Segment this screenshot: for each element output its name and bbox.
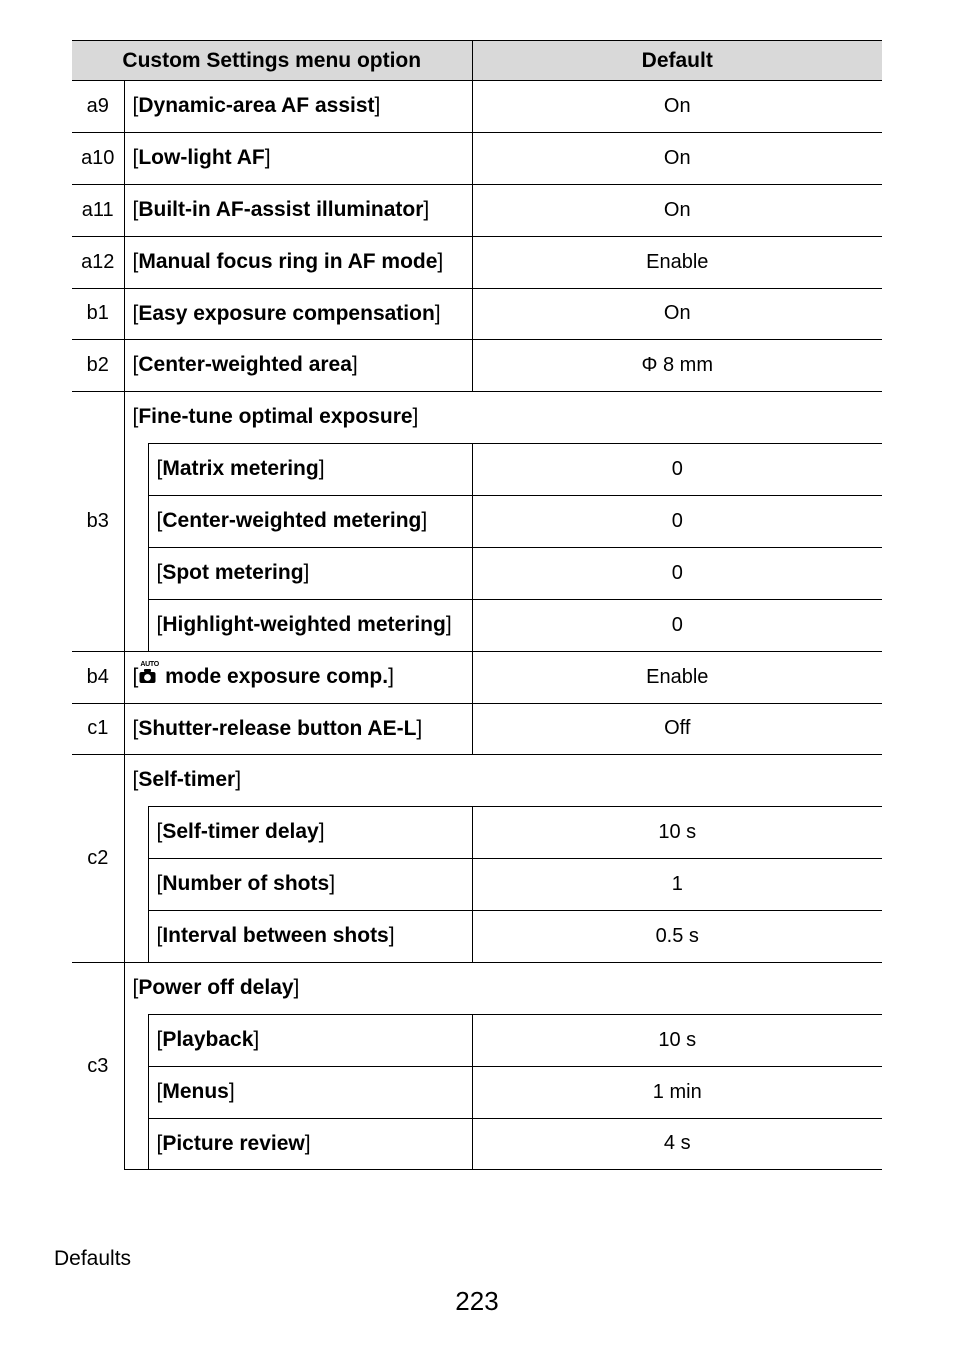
row-label: [Highlight-weighted metering] bbox=[148, 599, 472, 651]
row-value: 0 bbox=[472, 547, 882, 599]
table-row: [Spot metering] 0 bbox=[72, 547, 882, 599]
table-row: [Center-weighted metering] 0 bbox=[72, 496, 882, 548]
row-value: 4 s bbox=[472, 1118, 882, 1170]
table-row: a9 [Dynamic-area AF assist] On bbox=[72, 81, 882, 133]
row-label: [Built-in AF-assist illuminator] bbox=[124, 184, 472, 236]
table-header-row: Custom Settings menu option Default bbox=[72, 41, 882, 81]
row-code: b2 bbox=[72, 340, 124, 392]
row-code: c2 bbox=[72, 755, 124, 963]
row-value: Off bbox=[472, 703, 882, 755]
row-value: On bbox=[472, 288, 882, 340]
row-label: [Self-timer delay] bbox=[148, 807, 472, 859]
table-row: [Playback] 10 s bbox=[72, 1014, 882, 1066]
row-label: [Easy exposure compensation] bbox=[124, 288, 472, 340]
row-label: [Interval between shots] bbox=[148, 911, 472, 963]
header-left: Custom Settings menu option bbox=[72, 41, 472, 81]
group-header-row: c3 [Power off delay] bbox=[72, 962, 882, 1014]
table-row: [Picture review] 4 s bbox=[72, 1118, 882, 1170]
table-row: [Interval between shots] 0.5 s bbox=[72, 911, 882, 963]
group-header-row: c2 [Self-timer] bbox=[72, 755, 882, 807]
settings-table: Custom Settings menu option Default a9 [… bbox=[72, 40, 882, 1170]
row-value: 0.5 s bbox=[472, 911, 882, 963]
page-number: 223 bbox=[0, 1286, 954, 1317]
group-label: [Power off delay] bbox=[124, 962, 882, 1014]
row-label: [AUTO mode exposure comp.] bbox=[124, 651, 472, 703]
row-value: 0 bbox=[472, 444, 882, 496]
row-code: b3 bbox=[72, 392, 124, 651]
table-row: a10 [Low-light AF] On bbox=[72, 132, 882, 184]
row-code: a10 bbox=[72, 132, 124, 184]
table-row: b4 [AUTO mode exposure comp.] Enable bbox=[72, 651, 882, 703]
row-value: 10 s bbox=[472, 807, 882, 859]
row-label: [Picture review] bbox=[148, 1118, 472, 1170]
row-value: Enable bbox=[472, 651, 882, 703]
table-row: a11 [Built-in AF-assist illuminator] On bbox=[72, 184, 882, 236]
row-label: [Matrix metering] bbox=[148, 444, 472, 496]
row-value: On bbox=[472, 132, 882, 184]
row-label: [Center-weighted area] bbox=[124, 340, 472, 392]
table-row: a12 [Manual focus ring in AF mode] Enabl… bbox=[72, 236, 882, 288]
row-value: Enable bbox=[472, 236, 882, 288]
row-code: a11 bbox=[72, 184, 124, 236]
group-label: [Fine-tune optimal exposure] bbox=[124, 392, 882, 444]
row-label: [Number of shots] bbox=[148, 859, 472, 911]
row-label: [Low-light AF] bbox=[124, 132, 472, 184]
row-code: c1 bbox=[72, 703, 124, 755]
row-value: 10 s bbox=[472, 1014, 882, 1066]
row-value: 0 bbox=[472, 599, 882, 651]
row-value: On bbox=[472, 184, 882, 236]
table-row: [Matrix metering] 0 bbox=[72, 444, 882, 496]
footer-section-label: Defaults bbox=[54, 1247, 131, 1271]
row-label: [Shutter-release button AE-L] bbox=[124, 703, 472, 755]
row-label: [Playback] bbox=[148, 1014, 472, 1066]
row-code: b1 bbox=[72, 288, 124, 340]
row-label: [Dynamic-area AF assist] bbox=[124, 81, 472, 133]
table-row: b1 [Easy exposure compensation] On bbox=[72, 288, 882, 340]
row-label: [Menus] bbox=[148, 1066, 472, 1118]
row-code: b4 bbox=[72, 651, 124, 703]
row-value: 0 bbox=[472, 496, 882, 548]
row-label: [Spot metering] bbox=[148, 547, 472, 599]
table-row: [Highlight-weighted metering] 0 bbox=[72, 599, 882, 651]
row-code: a12 bbox=[72, 236, 124, 288]
row-label: [Center-weighted metering] bbox=[148, 496, 472, 548]
table-row: b2 [Center-weighted area] Φ 8 mm bbox=[72, 340, 882, 392]
table-row: [Number of shots] 1 bbox=[72, 859, 882, 911]
header-right: Default bbox=[472, 41, 882, 81]
group-header-row: b3 [Fine-tune optimal exposure] bbox=[72, 392, 882, 444]
row-code: a9 bbox=[72, 81, 124, 133]
auto-mode-icon: AUTO bbox=[138, 667, 158, 685]
row-value: Φ 8 mm bbox=[472, 340, 882, 392]
group-label: [Self-timer] bbox=[124, 755, 882, 807]
row-label: [Manual focus ring in AF mode] bbox=[124, 236, 472, 288]
table-row: [Menus] 1 min bbox=[72, 1066, 882, 1118]
table-row: [Self-timer delay] 10 s bbox=[72, 807, 882, 859]
row-value: 1 bbox=[472, 859, 882, 911]
row-value: On bbox=[472, 81, 882, 133]
table-row: c1 [Shutter-release button AE-L] Off bbox=[72, 703, 882, 755]
row-code: c3 bbox=[72, 962, 124, 1170]
row-value: 1 min bbox=[472, 1066, 882, 1118]
